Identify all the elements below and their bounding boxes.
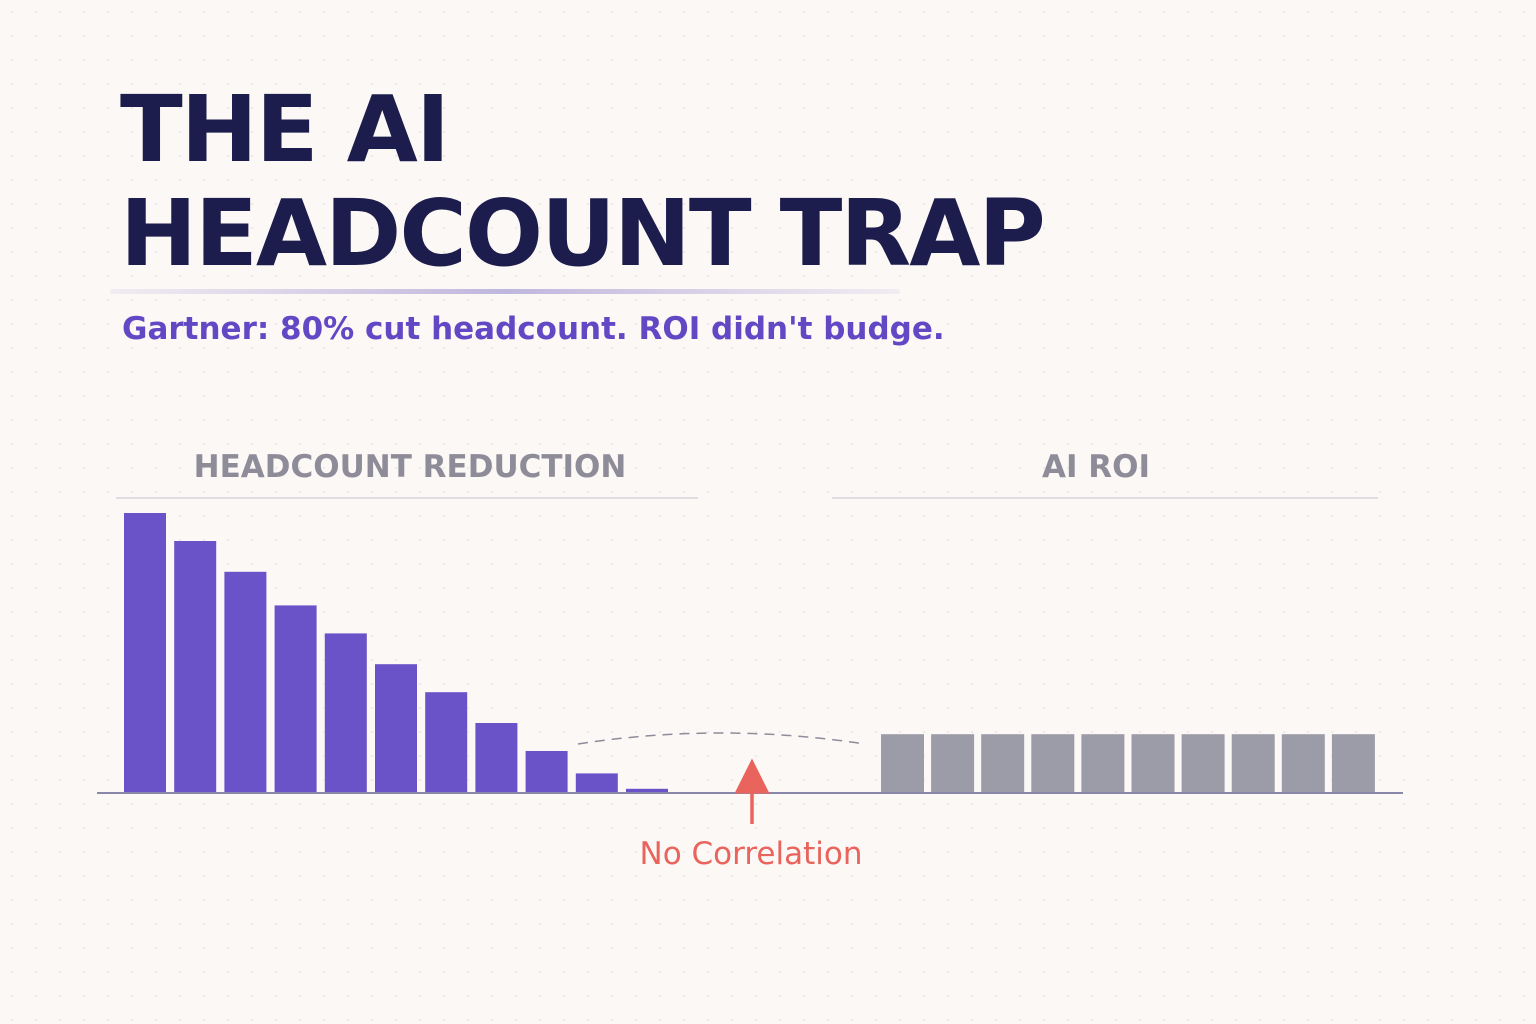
headcount-bar-1 [124,513,166,793]
roi-bar-1 [881,734,924,793]
headcount-bar-10 [575,773,618,793]
page-title: THE AI HEADCOUNT TRAP [120,76,1046,287]
no-correlation-label: No Correlation [640,836,863,872]
headcount-panel-title: HEADCOUNT REDUCTION [194,449,627,485]
headcount-bar-11 [626,788,668,793]
dashed-connector [577,732,866,745]
roi-bars [881,734,1375,793]
headcount-bar-5 [324,633,367,793]
headcount-bar-8 [475,723,518,793]
headcount-bar-3 [224,571,267,793]
subtitle: Gartner: 80% cut headcount. ROI didn't b… [122,311,945,347]
headcount-bars [124,513,668,793]
roi-bar-7 [1181,734,1225,793]
roi-bar-9 [1281,734,1325,793]
headcount-bar-2 [174,541,217,793]
roi-panel-title: AI ROI [1042,449,1150,485]
title-line-1: THE AI [120,76,450,183]
roi-bar-3 [981,734,1025,793]
roi-bar-10 [1331,734,1375,793]
title-underline [110,289,900,294]
headcount-bar-9 [525,751,568,793]
roi-bar-8 [1231,734,1275,793]
headcount-bar-7 [425,692,468,793]
roi-bar-4 [1031,734,1075,793]
headcount-bar-4 [274,605,317,793]
roi-bar-6 [1131,734,1175,793]
title-line-2: HEADCOUNT TRAP [120,180,1046,287]
headcount-bar-6 [375,664,417,793]
roi-bar-5 [1081,734,1125,793]
roi-bar-2 [931,734,975,793]
